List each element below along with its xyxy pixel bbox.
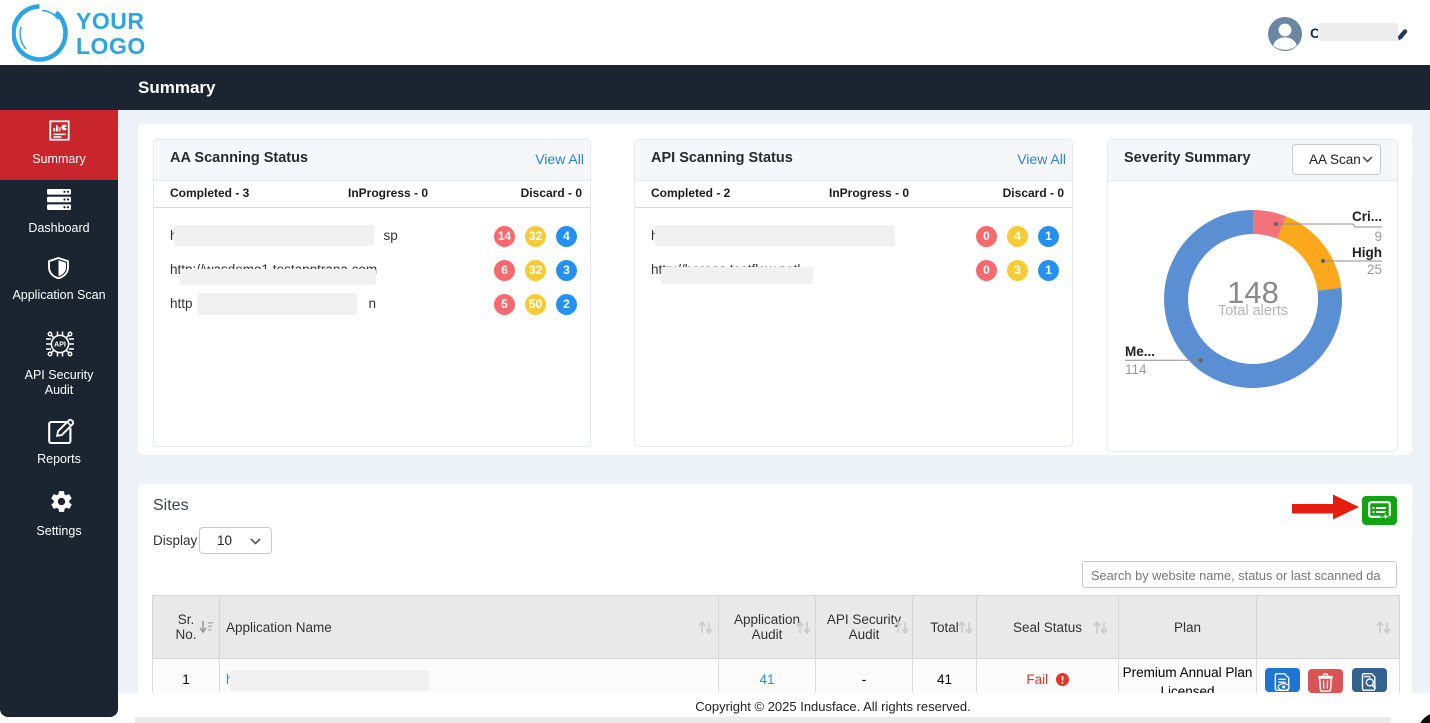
svg-text:Me...: Me...	[1125, 344, 1155, 359]
svg-text:High: High	[1352, 245, 1382, 260]
svg-text:Total alerts: Total alerts	[1218, 303, 1288, 319]
svg-text:148: 148	[1227, 275, 1279, 310]
svg-text:25: 25	[1367, 262, 1382, 277]
svg-text:Cri...: Cri...	[1352, 209, 1382, 224]
svg-text:9: 9	[1374, 229, 1382, 244]
svg-text:API: API	[54, 342, 66, 349]
svg-text:114: 114	[1125, 362, 1147, 377]
